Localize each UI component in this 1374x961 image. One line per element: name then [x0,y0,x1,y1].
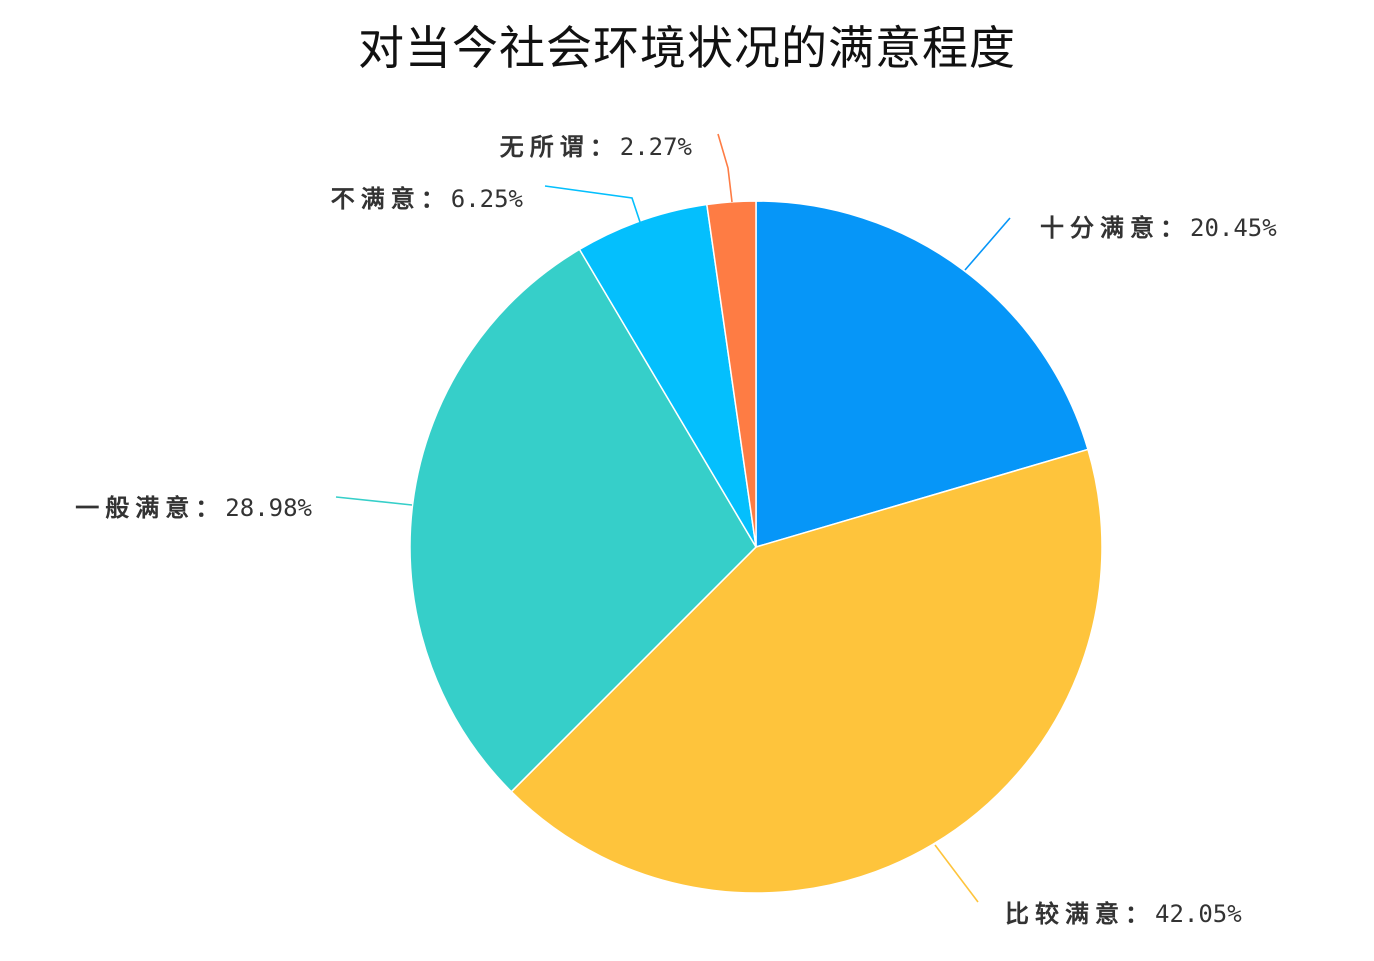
slice-label-name: 一般满意： [75,494,225,522]
pie-slice [510,448,1103,894]
slice-label: 一般满意：28.98% [75,494,312,522]
leader-line [335,496,413,506]
pie-labels: 十分满意：20.45% 比较满意：42.05% 一般满意：28.98% 不满意：6.2… [75,133,1277,928]
slice-label-value: 6.25% [451,185,524,213]
slice-label: 十分满意：20.45% [1040,214,1277,242]
slice-label-name: 不满意： [331,185,451,213]
slice-label: 无所谓：2.27% [500,133,693,161]
leader-line [544,185,641,223]
pie-slices [409,200,1103,894]
chart-title: 对当今社会环境状况的满意程度 [358,21,1016,75]
slice-label-value: 20.45% [1190,214,1277,242]
leader-line [964,217,1011,271]
pie-slice [755,200,1089,549]
slice-label: 比较满意：42.05% [1005,900,1242,928]
slice-label-value: 42.05% [1155,900,1242,928]
slice-label-value: 28.98% [225,494,312,522]
slice-label-name: 无所谓： [500,133,620,161]
pie-slice [578,203,757,548]
leader-line [717,133,733,203]
pie-slice [409,248,757,793]
slice-label-value: 2.27% [620,133,693,161]
slice-label: 不满意：6.25% [331,185,524,213]
slice-label-name: 比较满意： [1005,900,1155,928]
slice-label-name: 十分满意： [1040,214,1190,242]
leader-line [934,844,979,903]
